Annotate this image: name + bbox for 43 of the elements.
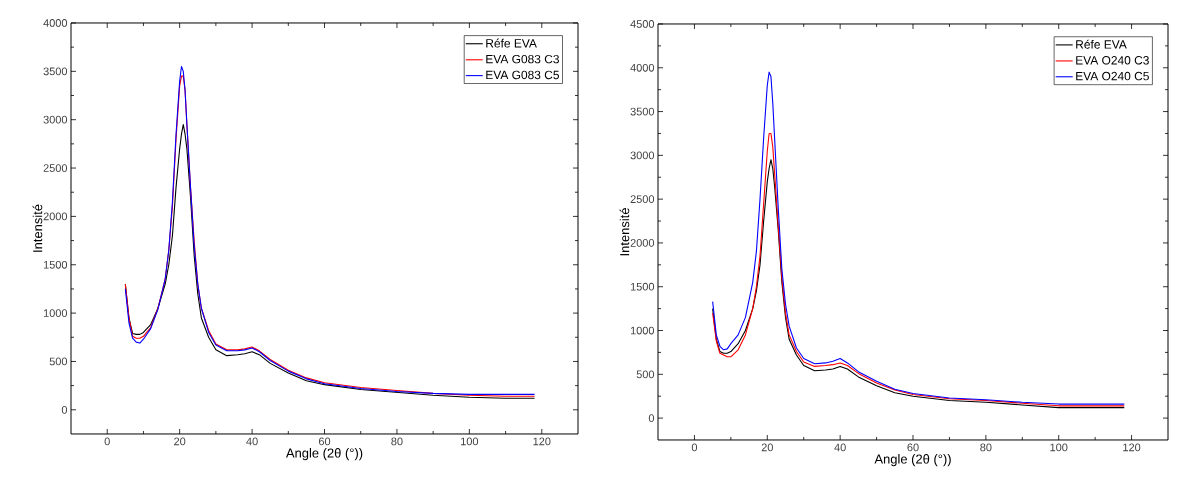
legend-label: Réfe EVA bbox=[486, 38, 537, 48]
x-tick-label: 100 bbox=[1050, 443, 1068, 452]
legend-label: EVA O240 C5 bbox=[1076, 71, 1149, 81]
legend-label: EVA O240 C3 bbox=[1076, 56, 1149, 65]
x-tick-label: 100 bbox=[461, 437, 479, 446]
y-tick-label: 3000 bbox=[43, 115, 68, 124]
y-tick-label: 0 bbox=[61, 405, 68, 414]
y-tick-label: 4000 bbox=[43, 19, 68, 27]
x-tick-label: 60 bbox=[318, 437, 331, 446]
y-axis-title: Intensité bbox=[619, 208, 630, 256]
legend-label: Réfe EVA bbox=[1076, 39, 1127, 49]
legend-label: EVA G083 C3 bbox=[486, 54, 559, 64]
y-tick-label: 4500 bbox=[630, 20, 655, 28]
x-tick-label: 40 bbox=[834, 443, 846, 452]
y-tick-label: 2500 bbox=[43, 164, 68, 172]
y-tick-label: 2000 bbox=[630, 239, 655, 247]
y-tick-label: 2000 bbox=[43, 212, 68, 221]
y-tick-label: 500 bbox=[636, 370, 655, 379]
y-tick-label: 3000 bbox=[630, 151, 655, 160]
y-tick-label: 1000 bbox=[43, 309, 68, 317]
x-tick-label: 120 bbox=[533, 437, 551, 446]
y-tick-label: 2500 bbox=[630, 195, 655, 204]
y-tick-label: 3500 bbox=[630, 107, 655, 116]
x-tick-label: 80 bbox=[980, 443, 992, 452]
x-tick-label: 0 bbox=[104, 437, 110, 446]
x-axis-title: Angle (2θ (°)) bbox=[285, 448, 363, 461]
legend-label: EVA G083 C5 bbox=[486, 70, 559, 80]
x-tick-label: 80 bbox=[391, 437, 403, 446]
x-tick-label: 0 bbox=[691, 443, 698, 452]
y-tick-label: 1000 bbox=[630, 326, 655, 335]
y-tick-label: 1500 bbox=[43, 260, 68, 269]
x-axis-title: Angle (2θ (°)) bbox=[874, 454, 951, 467]
x-tick-label: 20 bbox=[761, 443, 773, 452]
y-tick-label: 500 bbox=[49, 357, 68, 366]
y-tick-label: 0 bbox=[648, 414, 655, 422]
y-axis-title: Intensité bbox=[32, 204, 43, 252]
x-tick-label: 40 bbox=[246, 437, 258, 446]
y-tick-label: 1500 bbox=[630, 282, 655, 291]
y-tick-label: 4000 bbox=[630, 63, 655, 72]
y-tick-label: 3500 bbox=[43, 67, 68, 76]
x-tick-label: 20 bbox=[174, 437, 186, 446]
x-tick-label: 120 bbox=[1123, 443, 1141, 452]
x-tick-label: 60 bbox=[907, 443, 919, 452]
